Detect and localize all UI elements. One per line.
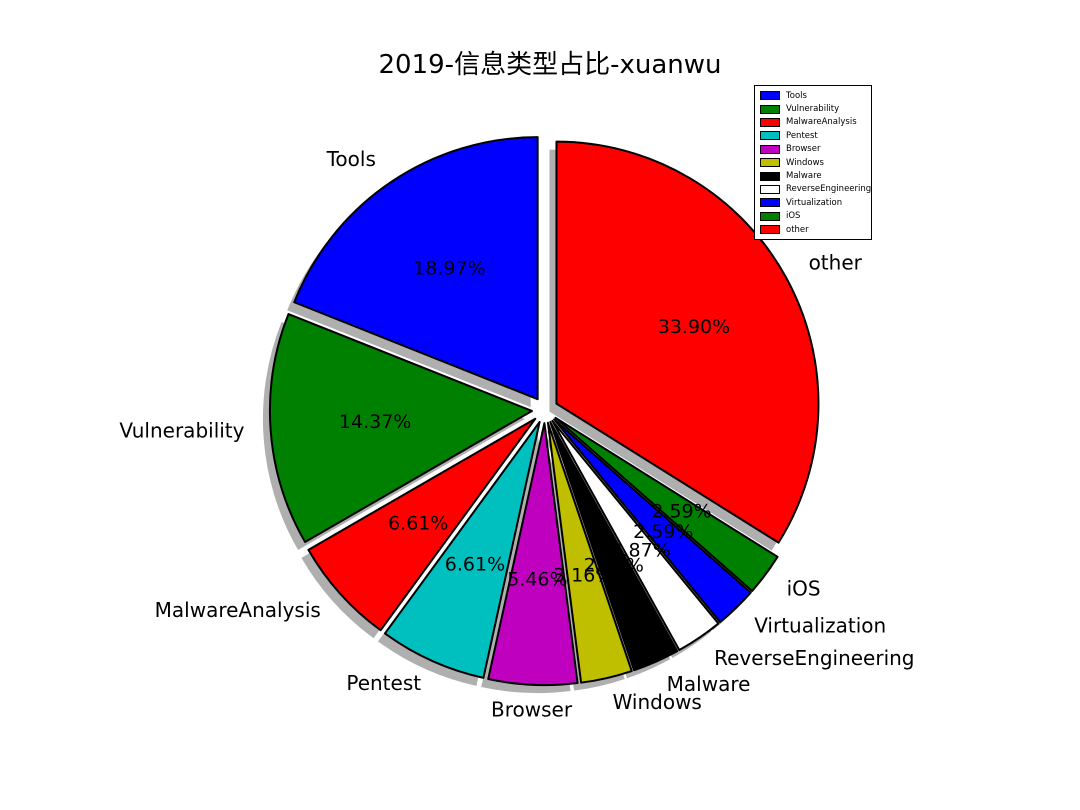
slice-label-vulnerability: Vulnerability <box>119 418 244 442</box>
slice-label-malwareanalysis: MalwareAnalysis <box>155 598 321 622</box>
slice-percent-malware: 2.87% <box>584 554 644 576</box>
legend-item-tools: Tools <box>760 89 867 102</box>
legend-item-pentest: Pentest <box>760 129 867 142</box>
slice-percent-browser: 5.46% <box>507 569 567 591</box>
chart-title: 2019-信息类型占比-xuanwu <box>378 50 722 80</box>
slice-percent-tools: 18.97% <box>413 258 485 280</box>
slice-label-malware: Malware <box>667 672 751 696</box>
slice-percent-pentest: 6.61% <box>445 554 505 576</box>
legend-item-virtualization: Virtualization <box>760 196 867 209</box>
slice-percent-vulnerability: 14.37% <box>339 411 411 433</box>
slice-malwareanalysis <box>307 417 537 632</box>
legend-item-vulnerability: Vulnerability <box>760 102 867 115</box>
slice-label-tools: Tools <box>326 147 376 171</box>
slice-reverseengineering <box>551 419 720 652</box>
legend-label: Tools <box>786 90 807 101</box>
slice-label-other: other <box>809 251 863 275</box>
legend-swatch <box>760 211 780 221</box>
slice-percent-other: 33.90% <box>658 316 730 338</box>
chart-legend: Tools Vulnerability MalwareAnalysis Pentest… <box>754 85 872 241</box>
legend-label: other <box>786 224 809 235</box>
legend-item-reverseengineering: ReverseEngineering <box>760 183 871 196</box>
slice-label-virtualization: Virtualization <box>754 613 886 637</box>
legend-label: Virtualization <box>786 197 843 208</box>
slice-label-reverseengineering: ReverseEngineering <box>714 646 914 670</box>
legend-swatch <box>760 225 780 235</box>
legend-label: Browser <box>786 144 821 155</box>
slice-tools <box>293 136 539 401</box>
slice-percent-reverseengineering: 2.87% <box>610 539 670 561</box>
legend-swatch <box>760 171 780 181</box>
legend-label: Windows <box>786 157 824 168</box>
slice-vulnerability <box>269 313 533 544</box>
legend-swatch <box>760 184 780 194</box>
legend-label: Malware <box>786 171 822 182</box>
legend-item-windows: Windows <box>760 156 867 169</box>
slice-percent-ios: 2.59% <box>651 500 711 522</box>
legend-swatch <box>760 144 780 154</box>
slice-browser <box>487 422 579 687</box>
legend-swatch <box>760 198 780 208</box>
slice-percent-windows: 3.16% <box>553 564 613 586</box>
legend-label: Pentest <box>786 130 818 141</box>
slice-label-pentest: Pentest <box>346 671 421 695</box>
legend-swatch <box>760 91 780 101</box>
slice-label-windows: Windows <box>613 690 702 714</box>
slice-percent-virtualization: 2.59% <box>633 521 693 543</box>
legend-swatch <box>760 158 780 168</box>
slice-percent-malwareanalysis: 6.61% <box>388 512 448 534</box>
legend-item-other: other <box>760 223 867 236</box>
slice-malware <box>549 420 679 672</box>
slice-label-ios: iOS <box>787 577 821 601</box>
slices <box>269 136 820 687</box>
slice-virtualization <box>553 418 752 624</box>
legend-label: ReverseEngineering <box>786 184 872 195</box>
legend-item-browser: Browser <box>760 143 867 156</box>
legend-label: Vulnerability <box>786 104 840 115</box>
legend-swatch <box>760 104 780 114</box>
legend-swatch <box>760 131 780 141</box>
legend-label: MalwareAnalysis <box>786 117 857 128</box>
slice-other <box>555 140 820 544</box>
legend-item-ios: iOS <box>760 210 867 223</box>
slice-label-browser: Browser <box>491 698 573 722</box>
legend-item-malwareanalysis: MalwareAnalysis <box>760 116 867 129</box>
slice-labels: Tools 18.97% Vulnerability 14.37% MalwareAna… <box>119 147 914 721</box>
legend-label: iOS <box>786 211 801 222</box>
slice-pentest <box>383 420 541 679</box>
legend-swatch <box>760 117 780 127</box>
slice-windows <box>546 421 633 684</box>
legend-item-malware: Malware <box>760 169 867 182</box>
slice-ios <box>554 416 779 592</box>
